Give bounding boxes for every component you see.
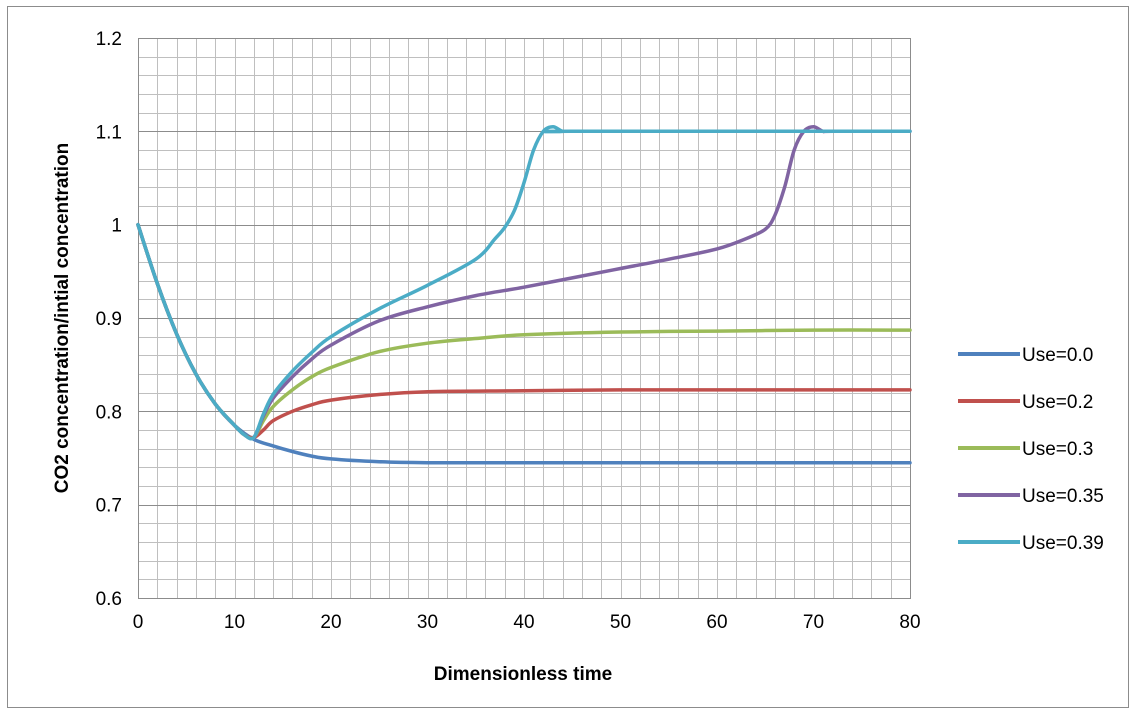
legend: Use=0.0 Use=0.2 Use=0.3 Use=0.35 Use=0.39	[958, 345, 1104, 554]
x-tick-label: 50	[610, 612, 631, 633]
legend-label: Use=0.35	[1022, 486, 1104, 507]
series-lines	[136, 124, 912, 465]
x-tick-label: 40	[513, 612, 534, 633]
legend-label: Use=0.2	[1022, 392, 1093, 413]
tick-labels: 0 10 20 30 40 50 60 70 80 0.6 0.7 0.8 0.9 1 1.1 1.2	[96, 29, 921, 633]
plot-area-border	[138, 38, 911, 599]
legend-label: Use=0.0	[1022, 345, 1093, 366]
y-tick-label: 0.8	[96, 402, 122, 423]
legend-label: Use=0.3	[1022, 439, 1093, 460]
y-tick-label: 0.6	[96, 589, 122, 610]
x-tick-label: 70	[803, 612, 824, 633]
x-tick-label: 10	[224, 612, 245, 633]
y-tick-label: 1	[111, 216, 122, 237]
x-tick-label: 20	[320, 612, 341, 633]
legend-label: Use=0.39	[1022, 533, 1104, 554]
y-tick-label: 0.7	[96, 496, 122, 517]
y-tick-label: 1.2	[96, 29, 122, 50]
series-line-use-0-39	[136, 124, 912, 441]
x-tick-label: 0	[133, 612, 144, 633]
x-axis-title: Dimensionless time	[434, 664, 612, 685]
y-tick-label: 0.9	[96, 309, 122, 330]
grid	[138, 38, 911, 599]
chart-frame	[7, 6, 1129, 708]
y-axis-title: CO2 concentration/intial concentration	[52, 143, 73, 494]
y-tick-label: 1.1	[96, 122, 122, 143]
x-tick-label: 80	[899, 612, 920, 633]
x-tick-label: 60	[706, 612, 727, 633]
x-tick-label: 30	[417, 612, 438, 633]
